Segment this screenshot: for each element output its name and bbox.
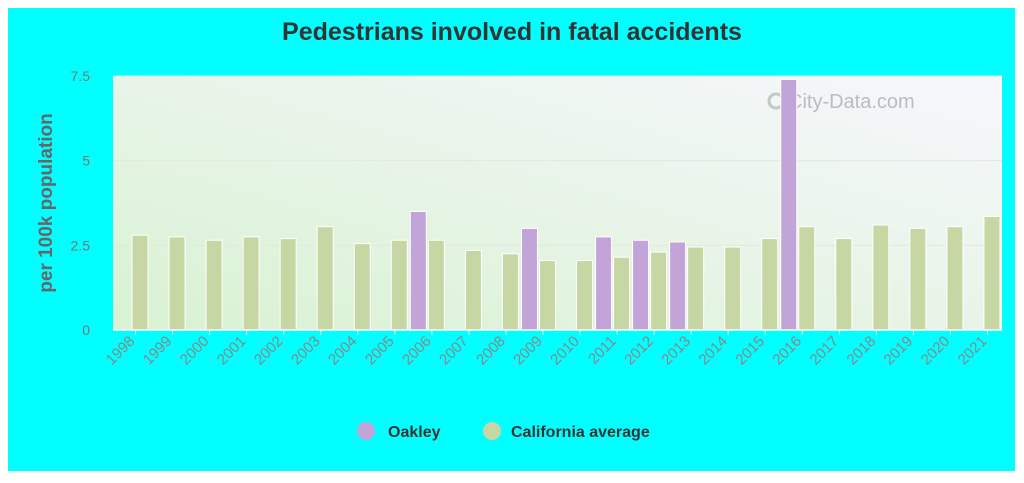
x-tick-label: 2012: [621, 333, 657, 369]
x-tick-label: 2016: [769, 333, 805, 369]
x-tick-label: 2021: [955, 333, 991, 369]
x-tick-label: 1999: [140, 333, 176, 369]
x-tick-label: 2011: [585, 333, 620, 368]
x-tick-label: 2018: [844, 333, 880, 369]
x-tick-label: 2010: [547, 333, 583, 369]
bar-california-average[interactable]: [835, 238, 853, 331]
bar-oakley[interactable]: [409, 210, 427, 331]
bar-california-average[interactable]: [761, 238, 779, 331]
legend-item-california-average[interactable]: California average: [483, 422, 650, 441]
x-tick-label: 2002: [251, 333, 287, 369]
x-tick-label: 2008: [473, 333, 509, 369]
x-tick-label: 2004: [325, 333, 361, 369]
x-tick-label: 2005: [362, 333, 398, 369]
x-tick-label: 1998: [103, 333, 139, 369]
bar-california-average[interactable]: [390, 239, 408, 331]
bar-california-average[interactable]: [427, 239, 445, 331]
x-tick-label: 2003: [288, 333, 324, 369]
bar-oakley[interactable]: [632, 239, 650, 331]
x-tick-label: 2007: [436, 333, 472, 369]
y-tick-label: 2.5: [71, 237, 91, 253]
y-axis-label: per 100k population: [36, 113, 57, 292]
bar-california-average[interactable]: [576, 260, 593, 331]
bar-oakley[interactable]: [669, 241, 687, 331]
bar-california-average[interactable]: [316, 226, 334, 331]
x-tick-label: 2000: [177, 333, 213, 369]
x-tick-label: 2001: [214, 333, 250, 369]
legend-swatch: [483, 422, 501, 440]
y-tick-label: 7.5: [71, 68, 91, 84]
bar-california-average[interactable]: [279, 238, 297, 331]
legend-swatch: [357, 422, 375, 440]
bar-california-average[interactable]: [724, 246, 742, 331]
y-tick-label: 0: [82, 322, 90, 338]
bar-california-average[interactable]: [242, 236, 260, 331]
x-tick-label: 2017: [807, 333, 843, 369]
bar-california-average[interactable]: [538, 260, 556, 331]
legend: Oakley California average: [357, 422, 650, 441]
bar-california-average[interactable]: [613, 256, 631, 331]
x-tick-label: 2015: [732, 333, 768, 369]
watermark-text: City-Data.com: [788, 91, 915, 113]
bar-california-average[interactable]: [501, 253, 519, 331]
bar-california-average[interactable]: [687, 246, 705, 331]
y-tick-label: 5: [82, 153, 90, 169]
bar-oakley[interactable]: [520, 227, 538, 331]
bar-california-average[interactable]: [650, 251, 668, 331]
legend-item-oakley[interactable]: Oakley: [357, 422, 441, 441]
x-tick-label: 2019: [881, 333, 917, 369]
plot-area: [113, 76, 1002, 330]
bar-california-average[interactable]: [353, 243, 371, 331]
bar-california-average[interactable]: [983, 216, 1001, 331]
x-tick-label: 2013: [658, 333, 694, 369]
bar-california-average[interactable]: [872, 224, 890, 331]
legend-label: Oakley: [388, 424, 441, 441]
bar-california-average[interactable]: [909, 227, 927, 331]
bar-california-average[interactable]: [946, 226, 964, 331]
bar-california-average[interactable]: [464, 249, 482, 331]
x-tick-label: 2020: [918, 333, 954, 369]
bar-oakley[interactable]: [595, 236, 613, 331]
bar-california-average[interactable]: [205, 239, 223, 331]
bar-california-average[interactable]: [131, 234, 149, 331]
x-tick-label: 2014: [695, 333, 731, 369]
chart-title: Pedestrians involved in fatal accidents: [282, 18, 742, 46]
bar-oakley[interactable]: [780, 78, 798, 331]
x-tick-label: 2006: [399, 333, 435, 369]
x-tick-label: 2009: [510, 333, 546, 369]
bar-california-average[interactable]: [168, 236, 186, 331]
bar-california-average[interactable]: [798, 226, 816, 331]
legend-label: California average: [511, 424, 650, 441]
